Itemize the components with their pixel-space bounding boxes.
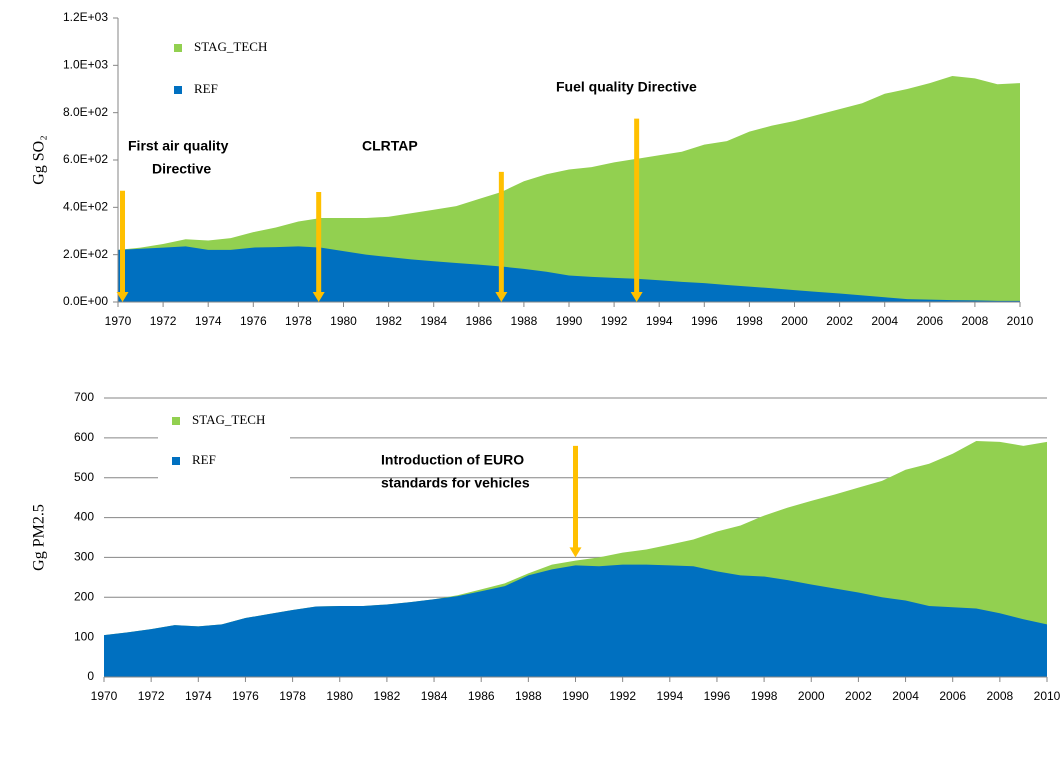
x-tick-label: 1990 [562, 689, 589, 703]
legend-swatch [172, 457, 180, 465]
legend-label: STAG_TECH [194, 39, 267, 54]
x-tick-label: 2000 [781, 314, 808, 328]
x-tick-label: 2008 [962, 314, 989, 328]
y-tick-label: 4.0E+02 [63, 200, 108, 214]
arrow-head [630, 292, 643, 302]
x-tick-label: 1978 [279, 689, 306, 703]
x-tick-label: 2006 [916, 314, 943, 328]
x-tick-label: 2010 [1007, 314, 1034, 328]
arrow-head [495, 292, 508, 302]
legend-label: STAG_TECH [192, 412, 265, 427]
x-tick-label: 1978 [285, 314, 312, 328]
area [118, 75, 1020, 302]
x-tick-label: 1980 [326, 689, 353, 703]
x-tick-label: 1990 [556, 314, 583, 328]
x-tick-label: 1984 [421, 689, 448, 703]
x-tick-label: 1986 [465, 314, 492, 328]
legend-box [158, 400, 290, 490]
y-axis-label: Gg SO₂ [31, 135, 48, 185]
y-tick-label: 600 [74, 430, 94, 444]
annotation: First air quality [128, 138, 229, 154]
x-tick-label: 1976 [240, 314, 267, 328]
x-tick-label: 1994 [656, 689, 683, 703]
annotation: standards for vehicles [381, 475, 530, 491]
x-tick-label: 2006 [939, 689, 966, 703]
legend-label: REF [192, 452, 216, 467]
arrow-head [312, 292, 325, 302]
y-tick-label: 1.0E+03 [63, 58, 108, 72]
y-axis-label: Gg PM2.5 [31, 504, 48, 571]
x-tick-label: 1996 [704, 689, 731, 703]
y-tick-label: 0 [87, 669, 94, 683]
x-tick-label: 1974 [185, 689, 212, 703]
x-tick-label: 1970 [91, 689, 118, 703]
x-tick-label: 1996 [691, 314, 718, 328]
annotation: Fuel quality Directive [556, 79, 697, 95]
x-tick-label: 1974 [195, 314, 222, 328]
x-tick-label: 2008 [986, 689, 1013, 703]
x-tick-label: 1982 [375, 314, 402, 328]
x-tick-label: 1972 [150, 314, 177, 328]
annotation: Directive [152, 161, 211, 177]
x-tick-label: 2010 [1034, 689, 1061, 703]
x-tick-label: 1988 [515, 689, 542, 703]
y-tick-label: 500 [74, 470, 94, 484]
x-tick-label: 2002 [826, 314, 853, 328]
legend-label: REF [194, 81, 218, 96]
y-tick-label: 200 [74, 589, 94, 603]
x-tick-label: 1980 [330, 314, 357, 328]
legend-swatch [172, 417, 180, 425]
y-tick-label: 1.2E+03 [63, 10, 108, 24]
x-tick-label: 1970 [105, 314, 132, 328]
x-tick-label: 2000 [798, 689, 825, 703]
x-tick-label: 1988 [511, 314, 538, 328]
x-tick-label: 2004 [892, 689, 919, 703]
y-tick-label: 2.0E+02 [63, 247, 108, 261]
area [104, 564, 1047, 677]
x-tick-label: 2004 [871, 314, 898, 328]
area [118, 246, 1020, 302]
y-tick-label: 400 [74, 510, 94, 524]
y-tick-label: 8.0E+02 [63, 105, 108, 119]
y-tick-label: 6.0E+02 [63, 152, 108, 166]
y-tick-label: 100 [74, 629, 94, 643]
x-tick-label: 2002 [845, 689, 872, 703]
x-tick-label: 1984 [420, 314, 447, 328]
x-tick-label: 1976 [232, 689, 259, 703]
arrow-head [569, 547, 582, 558]
y-tick-label: 300 [74, 550, 94, 564]
x-tick-label: 1972 [138, 689, 165, 703]
legend-swatch [174, 44, 182, 52]
x-tick-label: 1998 [751, 689, 778, 703]
x-tick-label: 1998 [736, 314, 763, 328]
annotation: CLRTAP [362, 138, 418, 154]
x-tick-label: 1986 [468, 689, 495, 703]
x-tick-label: 1992 [601, 314, 628, 328]
x-tick-label: 1992 [609, 689, 636, 703]
legend-swatch [174, 86, 182, 94]
y-tick-label: 700 [74, 390, 94, 404]
arrow-head [116, 292, 129, 302]
x-tick-label: 1994 [646, 314, 673, 328]
x-tick-label: 1982 [374, 689, 401, 703]
y-tick-label: 0.0E+00 [63, 294, 108, 308]
annotation: Introduction of EURO [381, 452, 524, 468]
